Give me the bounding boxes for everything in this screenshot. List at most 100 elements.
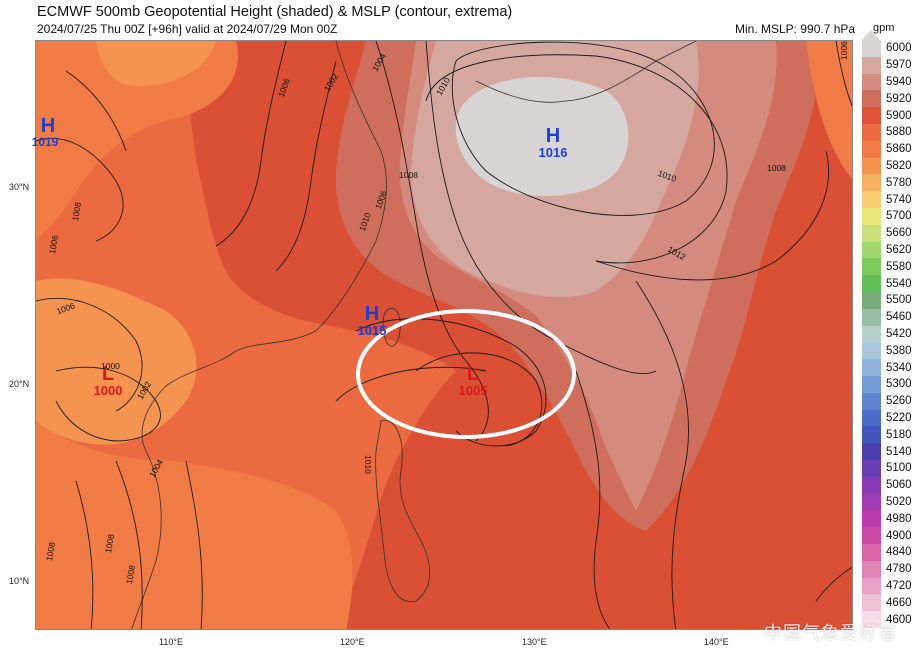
colorbar-swatch [862, 124, 881, 142]
colorbar-swatch [862, 594, 881, 612]
colorbar-swatch [862, 292, 881, 310]
colorbar-label: 5940 [886, 76, 912, 88]
colorbar-swatch [862, 107, 881, 125]
high-letter: H [40, 115, 56, 137]
watermark: 中国气象爱好者 [764, 623, 897, 643]
colorbar-label: 4840 [886, 546, 912, 559]
colorbar-swatch [862, 342, 881, 360]
low-value: 1000 [93, 383, 123, 398]
colorbar-label: 4660 [886, 596, 912, 609]
colorbar-swatch [862, 275, 881, 293]
colorbar-label: 5660 [886, 227, 912, 240]
height-6000-band [455, 77, 629, 196]
colorbar-swatch [862, 443, 881, 461]
low-value: 1005 [458, 383, 488, 398]
isobar-label: 1000 [101, 361, 120, 371]
lat-label-20n: 20°N [9, 379, 30, 389]
colorbar-label: 5820 [886, 160, 912, 172]
isobar-contours [36, 41, 852, 629]
colorbar-swatch [862, 224, 881, 243]
colorbar-swatch [862, 376, 881, 394]
colorbar-label: 5260 [886, 395, 912, 408]
colorbar-swatch [862, 577, 881, 595]
highlight-ellipse [356, 309, 576, 439]
colorbar-swatch [862, 460, 881, 478]
colorbar-label: 5180 [886, 428, 912, 441]
colorbar-label: 5540 [886, 277, 912, 290]
high-pressure-marker-west: H 1019 [32, 115, 60, 148]
colorbar-swatch [862, 191, 881, 209]
colorbar-swatch [862, 241, 881, 259]
luzon-coast [375, 420, 431, 602]
colorbar-swatch [862, 544, 881, 562]
colorbar-label: 5060 [886, 479, 912, 492]
isobar-label: 1010 [363, 455, 373, 474]
taiwan-coast [382, 307, 401, 347]
colorbar-top-arrow [862, 30, 880, 40]
colorbar-label: 5580 [886, 260, 912, 273]
colorbar-swatch [862, 174, 881, 192]
low-pressure-marker-west: L 1000 [90, 364, 126, 397]
isobar-label: 1008 [767, 163, 786, 173]
isobar-label: 1008 [399, 170, 418, 180]
colorbar-swatch [862, 510, 881, 528]
colorbar-label: 5620 [886, 244, 912, 256]
colorbar-label: 5700 [886, 210, 912, 223]
colorbar-label: 4980 [886, 512, 912, 525]
colorbar-swatch [862, 560, 881, 579]
colorbar-swatch [862, 258, 881, 276]
colorbar [862, 30, 881, 629]
height-5820-patch-west [36, 278, 197, 445]
colorbar-swatch [862, 208, 881, 226]
colorbar-label: 6000 [886, 42, 912, 55]
colorbar-label: 5500 [886, 294, 912, 307]
low-letter: L [101, 363, 115, 385]
lon-label-140e: 140°E [704, 637, 729, 647]
colorbar-label: 4600 [886, 613, 912, 626]
colorbar-swatch [862, 359, 881, 377]
colorbar-swatch [862, 527, 881, 545]
colorbar-swatch [862, 56, 881, 75]
colorbar-label: 5020 [886, 496, 912, 508]
height-5860-right [806, 41, 852, 179]
colorbar-label: 4720 [886, 580, 912, 592]
lon-label-130e: 130°E [522, 637, 547, 647]
colorbar-label: 5100 [886, 462, 912, 475]
colorbar-swatch [862, 426, 881, 444]
colorbar-label: 5140 [886, 445, 912, 458]
height-5860-southwest [36, 421, 353, 629]
colorbar-label: 5880 [886, 126, 912, 139]
colorbar-swatch [862, 409, 881, 427]
chart-subtitle: 2024/07/25 Thu 00Z [+96h] valid at 2024/… [37, 22, 338, 36]
colorbar-swatch [862, 73, 881, 91]
colorbar-label: 5780 [886, 176, 912, 189]
japan-coast [475, 41, 697, 103]
high-value: 1019 [31, 135, 59, 149]
colorbar-swatch [862, 140, 881, 159]
height-5860-patch [36, 41, 238, 241]
weather-map [35, 40, 853, 630]
colorbar-label: 5860 [886, 143, 912, 156]
high-letter: H [364, 303, 380, 325]
colorbar-swatch [862, 90, 881, 108]
colorbar-label: 4900 [886, 529, 912, 542]
low-pressure-marker-center: L 1005 [455, 364, 491, 397]
colorbar-label: 5970 [886, 59, 912, 72]
high-pressure-marker-east: H 1016 [535, 126, 571, 159]
colorbar-label: 4780 [886, 563, 912, 576]
lat-label-10n: 10°N [9, 576, 30, 586]
colorbar-label: 5740 [886, 193, 912, 206]
colorbar-swatch [862, 325, 881, 343]
colorbar-label: 5380 [886, 344, 912, 357]
colorbar-label: 5920 [886, 92, 912, 105]
high-value: 1015 [357, 323, 387, 338]
min-mslp-readout: Min. MSLP: 990.7 hPa [735, 22, 856, 36]
mainland-coast [131, 41, 387, 629]
lat-label-30n: 30°N [9, 182, 30, 192]
colorbar-swatch [862, 308, 881, 327]
colorbar-swatch [862, 40, 881, 58]
colorbar-swatch [862, 392, 881, 411]
colorbar-swatch [862, 493, 881, 511]
high-pressure-marker-taiwan: H 1015 [354, 304, 390, 337]
colorbar-label: 5220 [886, 412, 912, 424]
